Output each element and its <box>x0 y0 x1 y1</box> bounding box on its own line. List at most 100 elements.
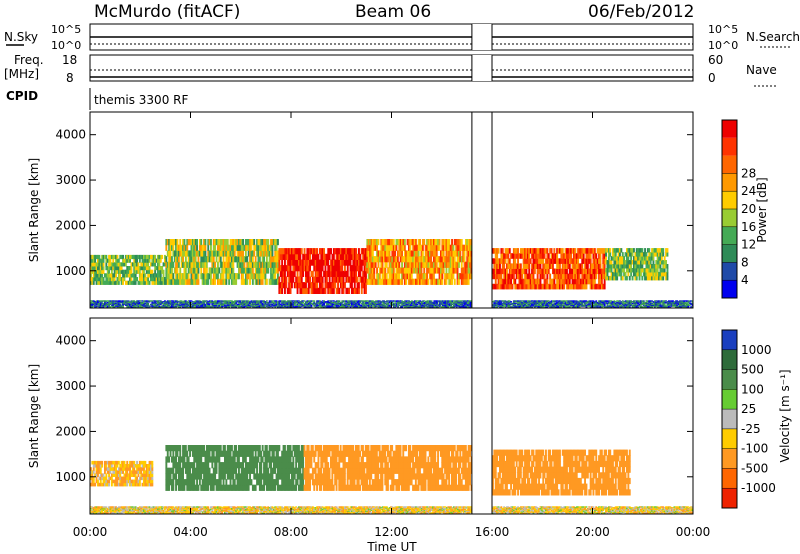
heatmap-cell <box>504 253 507 259</box>
heatmap-cell <box>499 302 501 304</box>
heatmap-cell <box>228 256 231 263</box>
heatmap-cell <box>519 268 522 275</box>
heatmap-cell <box>378 300 381 302</box>
heatmap-cell <box>381 303 384 306</box>
heatmap-cell <box>205 273 208 280</box>
heatmap-cell <box>573 273 575 280</box>
freq-panel: Freq. [MHz] 18 8 60 0 Nave <box>4 53 778 87</box>
heatmap-cell <box>493 268 496 275</box>
heatmap-cell <box>302 300 305 302</box>
heatmap-cell <box>152 262 155 267</box>
heatmap-cell <box>549 273 552 280</box>
heatmap-cell <box>510 263 512 269</box>
heatmap-cell <box>546 273 549 280</box>
heatmap-cell <box>108 303 110 306</box>
heatmap-cell <box>543 278 546 285</box>
heatmap-cell <box>222 304 225 306</box>
heatmap-cell <box>200 273 203 280</box>
heatmap-cell <box>366 239 369 246</box>
heatmap-cell <box>434 302 437 304</box>
heatmap-cell <box>367 306 370 308</box>
heatmap-cell <box>515 268 518 275</box>
heatmap-cell <box>201 306 204 308</box>
heatmap-cell <box>355 265 358 272</box>
heatmap-cell <box>215 239 218 246</box>
heatmap-cell <box>529 248 532 254</box>
heatmap-cell <box>250 303 253 306</box>
heatmap-cell <box>235 300 238 302</box>
heatmap-cell <box>549 258 552 264</box>
heatmap-cell <box>313 259 316 266</box>
heatmap-cell <box>95 302 98 305</box>
heatmap-cell <box>355 276 358 283</box>
heatmap-cell <box>260 302 263 305</box>
heatmap-cell <box>538 302 540 305</box>
heatmap-cell <box>246 244 249 251</box>
heatmap-cell <box>177 244 180 251</box>
heatmap-cell <box>309 300 311 302</box>
heatmap-cell <box>117 258 120 263</box>
heatmap-cell <box>119 262 122 267</box>
heatmap-cell <box>545 304 547 306</box>
heatmap-cell <box>413 301 416 303</box>
heatmap-cell <box>539 268 542 275</box>
heatmap-cell <box>292 259 295 266</box>
heatmap-cell <box>136 277 138 282</box>
heatmap-cell <box>251 256 254 263</box>
heatmap-cell <box>353 302 356 304</box>
heatmap-cell <box>104 254 106 260</box>
heatmap-cell <box>663 256 666 261</box>
heatmap-cell <box>324 270 327 277</box>
heatmap-cell <box>373 304 376 306</box>
heatmap-cell <box>526 283 529 290</box>
heatmap-cell <box>274 305 277 307</box>
heatmap-cell <box>313 302 316 304</box>
heatmap-cell <box>440 301 443 303</box>
heatmap-cell <box>358 302 360 304</box>
heatmap-cell <box>588 273 591 280</box>
heatmap-cell <box>321 282 324 289</box>
heatmap-cell <box>317 304 320 306</box>
heatmap-cell <box>422 300 425 302</box>
heatmap-cell <box>265 303 268 306</box>
heatmap-cell <box>214 244 217 251</box>
heatmap-cell <box>298 305 300 307</box>
heatmap-cell <box>408 250 410 257</box>
heatmap-cell <box>378 306 381 308</box>
heatmap-cell <box>191 306 194 308</box>
heatmap-cell <box>511 283 514 290</box>
heatmap-cell <box>257 256 260 263</box>
heatmap-cell <box>151 280 154 285</box>
heatmap-cell <box>559 305 561 307</box>
heatmap-cell <box>281 302 284 305</box>
heatmap-cell <box>106 303 109 306</box>
heatmap-cell <box>172 304 175 306</box>
heatmap-cell <box>439 303 441 306</box>
heatmap-cell <box>242 303 244 306</box>
heatmap-cell <box>154 266 157 271</box>
heatmap-cell <box>560 305 563 307</box>
heatmap-cell <box>521 273 524 280</box>
heatmap-cell <box>117 303 120 306</box>
heatmap-cell <box>506 248 508 254</box>
heatmap-cell <box>314 259 317 266</box>
heatmap-cell <box>247 305 250 307</box>
heatmap-cell <box>420 273 423 280</box>
heatmap-cell <box>243 278 246 285</box>
heatmap-cell <box>95 269 98 274</box>
heatmap-cell <box>150 303 152 306</box>
heatmap-cell <box>130 303 133 306</box>
heatmap-cell <box>198 306 201 308</box>
heatmap-cell <box>444 303 447 306</box>
heatmap-cell <box>620 271 623 277</box>
heatmap-cell <box>165 244 168 251</box>
heatmap-cell <box>531 268 533 275</box>
heatmap-cell <box>105 303 108 306</box>
heatmap-cell <box>660 256 663 261</box>
heatmap-cell <box>560 303 563 306</box>
heatmap-cell <box>122 306 124 308</box>
heatmap-cell <box>363 303 366 306</box>
heatmap-cell <box>91 269 94 274</box>
heatmap-cell <box>309 301 311 303</box>
heatmap-cell <box>420 302 423 305</box>
